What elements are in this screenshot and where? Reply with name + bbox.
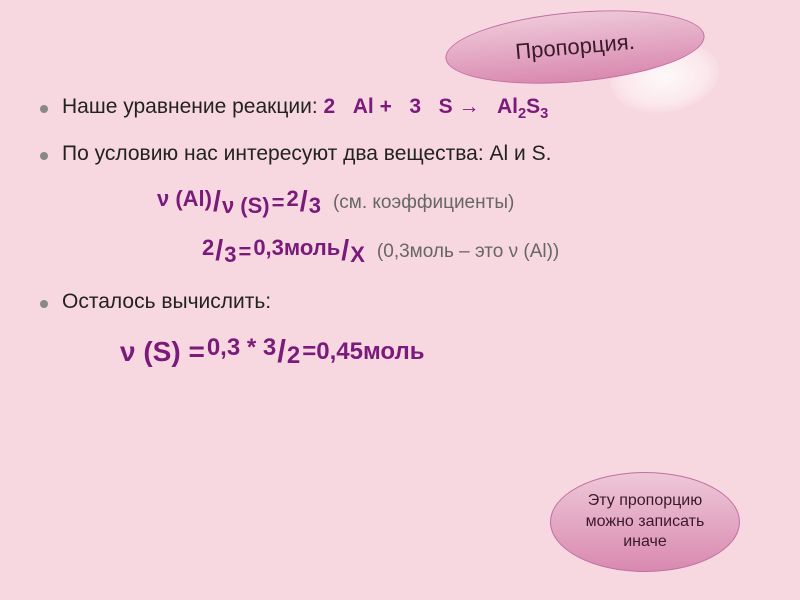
frac1-note: (см. коэффициенты)	[333, 192, 514, 214]
result-line: ν (S) = 0,3 * 3 / 2 =0,45моль	[120, 334, 770, 370]
frac2-num2: 0,3моль	[253, 235, 340, 261]
slash-icon: /	[215, 235, 223, 268]
eq-sub1: 2	[518, 106, 526, 122]
eq-arrow: →	[458, 95, 485, 118]
frac1-eq: =	[272, 190, 285, 216]
bullet-icon	[40, 105, 48, 113]
line3-text: Осталось вычислить:	[62, 290, 271, 314]
frac1-num: ν (Al)	[157, 186, 212, 212]
eq-coef1: 2	[324, 95, 336, 118]
eq-plus: +	[380, 95, 398, 118]
bullet-line-3: Осталось вычислить:	[40, 290, 770, 314]
proportion-1: ν (Al) / ν (S) = 2 / 3 (см. коэффициенты…	[155, 186, 770, 219]
slash-icon: /	[341, 235, 349, 268]
badge-note-label: Эту пропорцию можно записать иначе	[550, 472, 740, 572]
bullet-icon	[40, 300, 48, 308]
eq-coef2: 3	[409, 95, 421, 118]
frac1-den2: 3	[309, 193, 321, 219]
result-num: 0,3 * 3	[207, 334, 276, 362]
eq-el1: Al	[353, 95, 374, 118]
frac2-eq: =	[238, 239, 251, 265]
result-lhs: ν (S) =	[120, 336, 205, 368]
badge-note: Эту пропорцию можно записать иначе	[550, 472, 740, 572]
bullet-line-2: По условию нас интересуют два вещества: …	[40, 142, 770, 166]
slash-icon: /	[300, 186, 308, 219]
bullet-icon	[40, 152, 48, 160]
bullet-line-1: Наше уравнение реакции: 2 Al + 3 S → Al2…	[40, 95, 770, 122]
eq-prod-el: Al	[497, 95, 518, 118]
frac1-num2: 2	[287, 186, 299, 212]
slash-icon: /	[277, 334, 286, 370]
proportion-2: 2 / 3 = 0,3моль / Х (0,3моль – это ν (Al…	[200, 235, 770, 268]
line2-text: По условию нас интересуют два вещества: …	[62, 142, 551, 166]
slide-content: Наше уравнение реакции: 2 Al + 3 S → Al2…	[40, 95, 770, 370]
frac2-den: 3	[224, 242, 236, 268]
result-den: 2	[287, 342, 300, 370]
frac1-den: ν (S)	[222, 193, 270, 219]
frac2-note: (0,3моль – это ν (Al))	[377, 241, 559, 263]
line1-prefix: Наше уравнение реакции:	[62, 95, 324, 118]
slash-icon: /	[213, 186, 221, 219]
eq-el2: S	[439, 95, 453, 118]
frac2-den2: Х	[350, 242, 365, 268]
frac2-num: 2	[202, 235, 214, 261]
result-rhs: =0,45моль	[302, 338, 424, 366]
eq-prod-el2: S	[526, 95, 540, 118]
eq-sub2: 3	[540, 106, 548, 122]
